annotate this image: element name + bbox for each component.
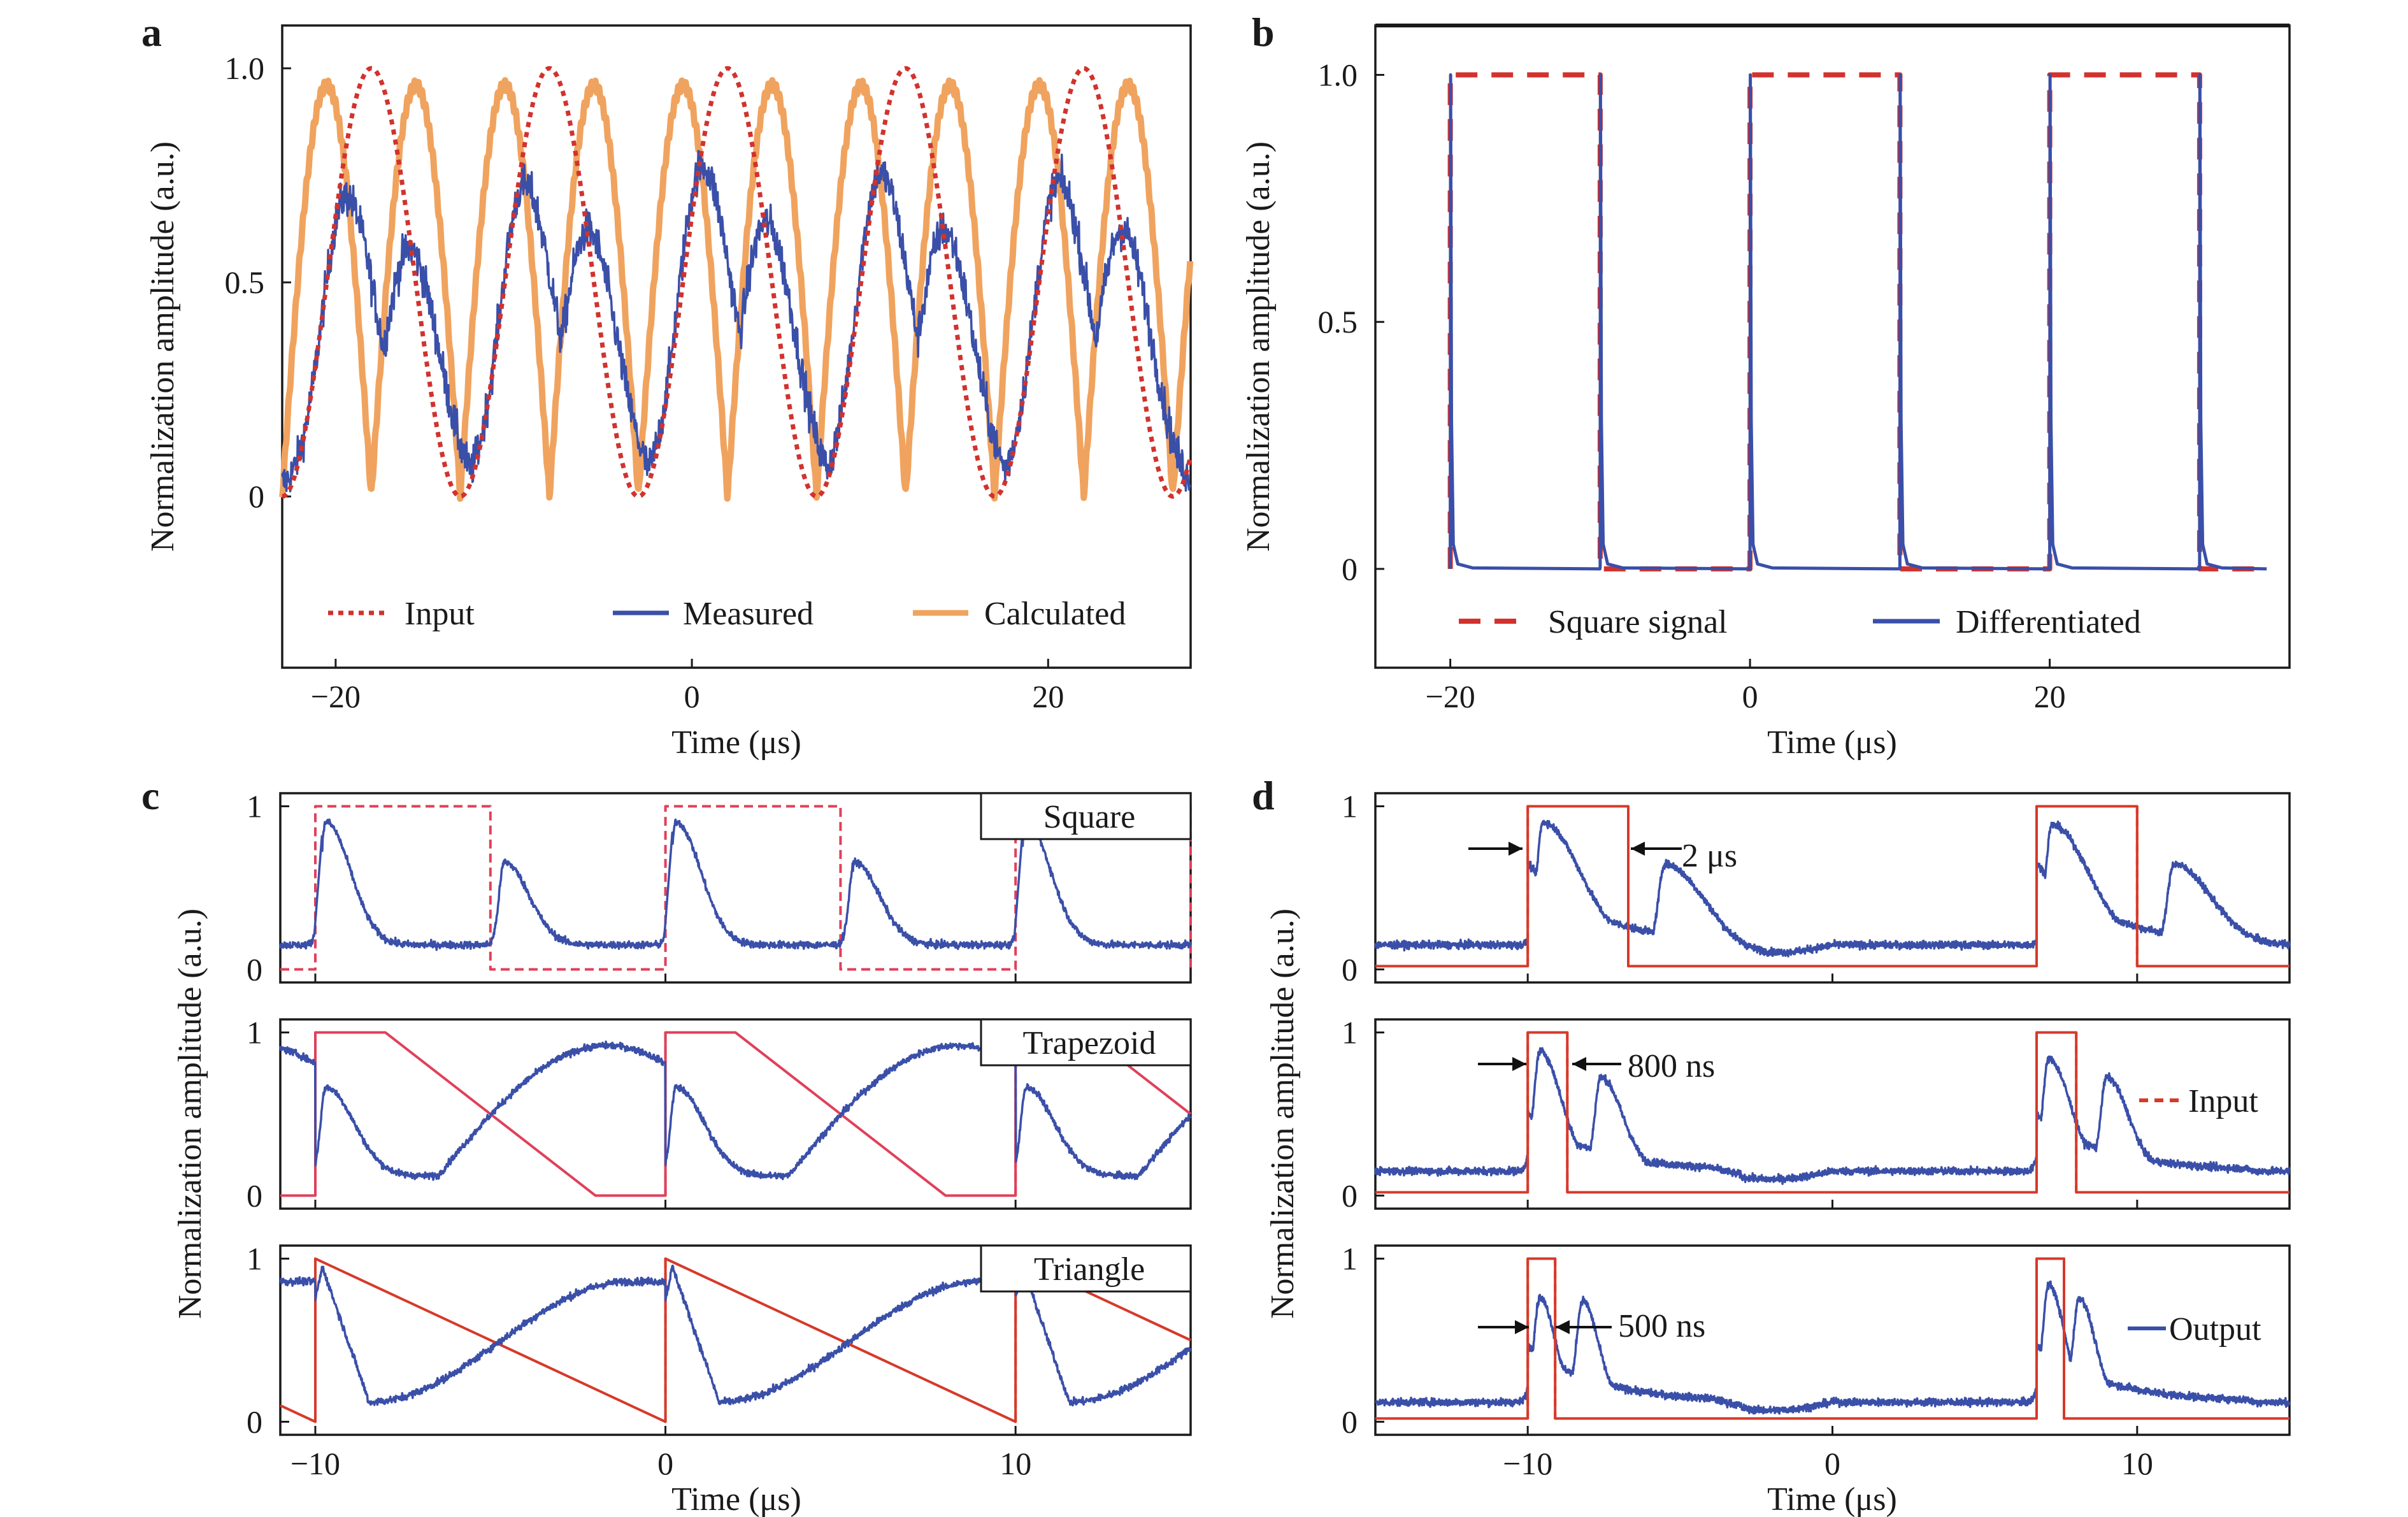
a-x-tick-label-0: −20	[311, 679, 361, 714]
arrow-left-2us-head	[1509, 842, 1523, 856]
c3-x-tick-label-2: 10	[1000, 1446, 1031, 1481]
series-d	[1374, 805, 2291, 1420]
plot-frame-c1	[279, 792, 1192, 984]
panel-letter-b: b	[1252, 10, 1275, 55]
y-axis-label-d: Normalization amplitude (a.u.)	[1265, 909, 1301, 1319]
d3-x-tick-label-0: −10	[1503, 1446, 1552, 1481]
x-axis-label-c: Time (μs)	[671, 1481, 801, 1517]
b-x-tick-label-1: 0	[1742, 679, 1758, 714]
legend-b: Square signal Differentiated	[1459, 604, 2141, 640]
plot-frame-d1	[1374, 792, 2291, 984]
a-y-tick-label-1: 0.5	[225, 264, 265, 300]
output-line-d1	[1374, 819, 2291, 958]
legend-label-calculated: Calculated	[984, 596, 1126, 632]
square-input-line-c	[280, 805, 1192, 971]
input-line-d1	[1375, 805, 2290, 968]
subplot-label-trapezoid: Trapezoid	[1023, 1025, 1156, 1061]
x-axis-label-b: Time (μs)	[1767, 724, 1897, 761]
legend-label-output-d: Output	[2169, 1311, 2261, 1348]
subplot-label-square: Square	[1043, 799, 1135, 835]
panel-letter-d: d	[1252, 773, 1275, 818]
d3-x-tick-label-2: 10	[2121, 1446, 2153, 1481]
a-x-tick-label-1: 0	[684, 679, 700, 714]
c1-y-tick-label-0: 0	[247, 952, 262, 988]
b-y-tick-label-0: 0	[1342, 551, 1358, 587]
d1-y-tick-label-1: 1	[1342, 788, 1358, 824]
y-axis-label-c: Normalization amplitude (a.u.)	[172, 909, 208, 1319]
output-line-c2	[279, 1040, 1192, 1181]
subplot-label-box-triangle	[980, 1244, 1192, 1293]
output-line-c3	[279, 1264, 1192, 1407]
arrow-left-800ns-head	[1512, 1057, 1526, 1071]
measured-line	[281, 150, 1191, 492]
plot-frame-d2	[1374, 1018, 2291, 1210]
plot-frame-b	[1374, 24, 2291, 669]
series-c	[279, 805, 1192, 1423]
a-y-tick-label-0: 0	[248, 478, 264, 514]
x-axis-label-d: Time (μs)	[1767, 1481, 1897, 1517]
subplot-labels-c: Square Trapezoid Triangle	[980, 792, 1192, 1293]
b-x-tick-label-2: 20	[2034, 679, 2066, 714]
legend-a: Input Measured Calculated	[328, 596, 1126, 632]
plot-frame-a	[281, 24, 1192, 669]
arrow-left-500ns-head	[1515, 1320, 1529, 1334]
output-line-d3	[1374, 1280, 2291, 1415]
calculated-line	[279, 77, 1194, 502]
annotation-800ns: 800 ns	[1628, 1048, 1715, 1084]
c3-x-tick-label-1: 0	[657, 1446, 673, 1481]
c3-x-tick-label-0: −10	[290, 1446, 340, 1481]
differentiated-line	[1449, 73, 2267, 571]
d1-y-tick-label-0: 0	[1342, 952, 1358, 988]
annotation-500ns: 500 ns	[1618, 1308, 1705, 1344]
series-b	[1375, 24, 2290, 572]
a-y-tick-label-2: 1.0	[225, 50, 265, 86]
c2-y-tick-label-1: 1	[247, 1014, 262, 1050]
legend-label-differentiated: Differentiated	[1956, 604, 2141, 640]
subplot-label-box-trapezoid	[980, 1018, 1192, 1067]
legend-d: Input Output	[2128, 1083, 2261, 1348]
b-y-tick-label-2: 1.0	[1318, 57, 1358, 93]
subplot-label-triangle: Triangle	[1034, 1251, 1145, 1288]
legend-label-input: Input	[405, 596, 475, 632]
ticks-a: −20 0 20 0 0.5 1.0	[225, 50, 1064, 714]
a-x-tick-label-2: 20	[1032, 679, 1064, 714]
arrow-right-800ns-head	[1572, 1057, 1586, 1071]
arrow-right-500ns-head	[1556, 1320, 1570, 1334]
b-x-tick-label-0: −20	[1426, 679, 1475, 714]
c3-y-tick-label-1: 1	[247, 1240, 262, 1276]
b-y-tick-label-1: 0.5	[1318, 304, 1358, 340]
square-signal-line	[1447, 72, 2267, 572]
legend-label-measured: Measured	[683, 596, 813, 632]
panel-b: b −20 0 20 0 0.5 1.0 Time (μs) Normalization …	[1240, 10, 2291, 761]
c2-y-tick-label-0: 0	[247, 1178, 262, 1214]
subplot-label-box-square	[980, 792, 1192, 840]
panel-letter-a: a	[141, 10, 162, 55]
annotation-2us: 2 μs	[1682, 838, 1737, 874]
annotations-d: 2 μs 800 ns 500 ns	[1618, 838, 1737, 1344]
arrow-right-2us-head	[1631, 842, 1645, 856]
d2-y-tick-label-1: 1	[1342, 1014, 1358, 1050]
panel-letter-c: c	[141, 773, 159, 818]
legend-label-input-d: Input	[2188, 1083, 2258, 1119]
x-axis-label-a: Time (μs)	[671, 724, 801, 761]
d3-x-tick-label-1: 0	[1824, 1446, 1840, 1481]
y-axis-label-a: Normalization amplitude (a.u.)	[145, 141, 181, 552]
d3-y-tick-label-1: 1	[1342, 1240, 1358, 1276]
panel-a: a −20 0 20 0 0.5 1.0 Time (μs) Normalization …	[141, 10, 1194, 761]
ticks-b: −20 0 20 0 0.5 1.0	[1318, 57, 2066, 714]
d3-y-tick-label-0: 0	[1342, 1404, 1358, 1440]
y-axis-label-b: Normalization amplitude (a.u.)	[1240, 141, 1277, 552]
c3-y-tick-label-0: 0	[247, 1404, 262, 1440]
series-a	[279, 66, 1194, 502]
d2-y-tick-label-0: 0	[1342, 1178, 1358, 1214]
legend-label-square: Square signal	[1548, 604, 1728, 640]
c1-y-tick-label-1: 1	[247, 788, 262, 824]
